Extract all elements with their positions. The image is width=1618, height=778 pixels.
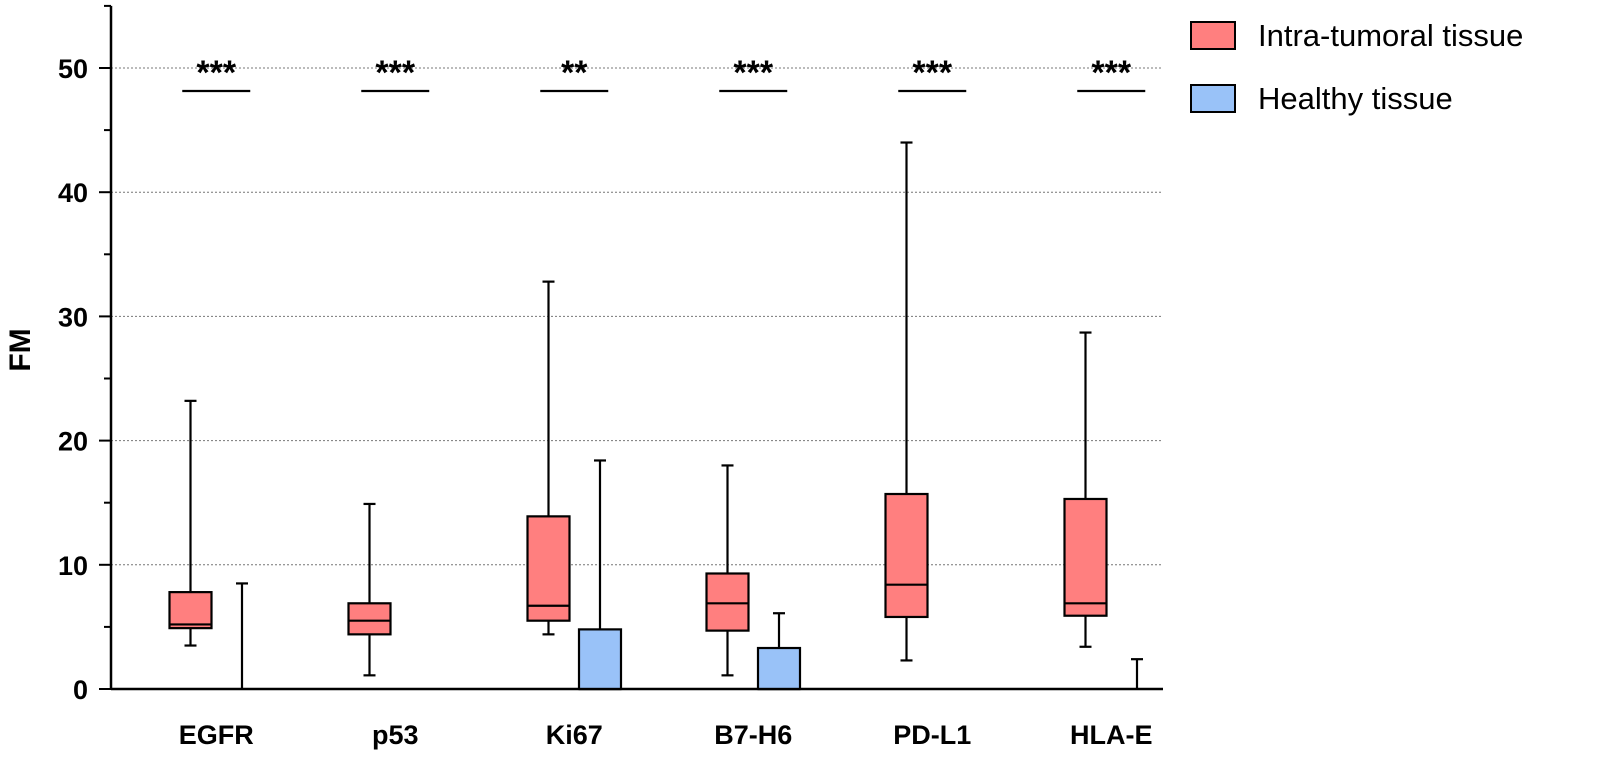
box-pd-l1-intra-iqr [884,492,929,619]
box-b7-h6-healthy-iqr [756,646,802,691]
legend-swatch-healthy [1190,84,1236,113]
y-tick-label: 0 [73,675,88,705]
y-tick-label: 30 [58,302,88,332]
x-axis-labels: EGFR p53 Ki67 B7-H6 PD-L1 HLA-E [179,720,1153,750]
boxes [168,141,1143,691]
legend-label-healthy: Healthy tissue [1258,81,1453,116]
y-tick-label: 20 [58,427,88,457]
box-b7-h6-intra-iqr [705,572,750,632]
box-egfr-intra-iqr [168,591,213,630]
significance-label-pd-l1: *** [912,54,952,92]
x-category-label: PD-L1 [893,720,971,750]
x-category-label: p53 [372,720,419,750]
y-axis-title: FM [4,328,37,371]
significance-label-b7-h6: *** [733,54,773,92]
box-ki67-intra-iqr [526,515,571,622]
box-hla-e-intra-iqr [1063,497,1108,617]
legend-swatch-intra-tumoral [1190,21,1236,50]
box-ki67-healthy-iqr [577,628,623,691]
y-axis: 0 10 20 30 40 50 [58,4,1163,705]
y-tick-label: 40 [58,178,88,208]
x-category-label: Ki67 [546,720,603,750]
x-category-label: HLA-E [1070,720,1153,750]
significance-label-hla-e: *** [1091,54,1131,92]
box-p53-intra-iqr [347,602,392,636]
y-tick-label: 10 [58,551,88,581]
significance-label-p53: *** [375,54,415,92]
legend-label-intra-tumoral: Intra-tumoral tissue [1258,18,1523,53]
y-tick-label: 50 [58,54,88,84]
x-category-label: B7-H6 [714,720,792,750]
significance-markers: *** *** ** *** *** *** [182,54,1146,93]
legend: Intra-tumoral tissue Healthy tissue [1190,18,1523,116]
x-category-label: EGFR [179,720,254,750]
significance-label-ki67: ** [561,54,588,92]
gridlines [111,67,1163,566]
significance-label-egfr: *** [196,54,236,92]
